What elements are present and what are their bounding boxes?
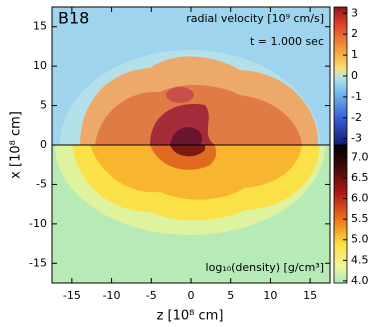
x-tick-label: -5 [146,289,157,302]
annotation: log₁₀(density) [g/cm³] [206,261,324,274]
annotation: t = 1.000 sec [250,35,324,48]
colorbar-tick-label: 6.0 [351,192,369,205]
y-tick-label: 10 [33,59,47,72]
y-tick-label: -10 [29,217,47,230]
x-axis-label: z [10⁸ cm] [157,309,224,324]
x-tick-label: 10 [263,289,277,302]
x-tick-label: -10 [103,289,121,302]
x-tick-label: 15 [303,289,317,302]
colorbar-tick-label: 5.5 [351,212,369,225]
colorbar-tick-label: 0 [351,69,358,82]
y-axis-label: x [10⁸ cm] [9,111,24,179]
x-tick-label: 0 [188,289,195,302]
colorbar-tick-label: -2 [351,111,362,124]
colorbar-tick-label: 1 [351,48,358,61]
y-tick-label: 0 [40,138,47,151]
colorbar-tick-label: 5.0 [351,233,369,246]
colorbar-tick-label: 4.5 [351,253,369,266]
colorbar-tick-label: -1 [351,90,362,103]
y-tick-label: 5 [40,99,47,112]
colorbar-tick-label: -3 [351,132,362,145]
simulation-image [51,6,348,284]
colorbar-tick-label: 6.5 [351,171,369,184]
x-tick-label: 5 [227,289,234,302]
annotation: radial velocity [10⁹ cm/s] [186,12,324,25]
x-tick-label: -15 [63,289,81,302]
y-tick-label: 15 [33,20,47,33]
panel-label: B18 [58,9,89,28]
y-tick-label: -15 [29,256,47,269]
colorbar-tick-label: 7.0 [351,150,369,163]
colorbar-tick-label: 3 [351,6,358,19]
colorbar-tick-label: 2 [351,27,358,40]
y-tick-label: -5 [36,177,47,190]
colorbar-tick-label: 4.0 [351,274,369,287]
